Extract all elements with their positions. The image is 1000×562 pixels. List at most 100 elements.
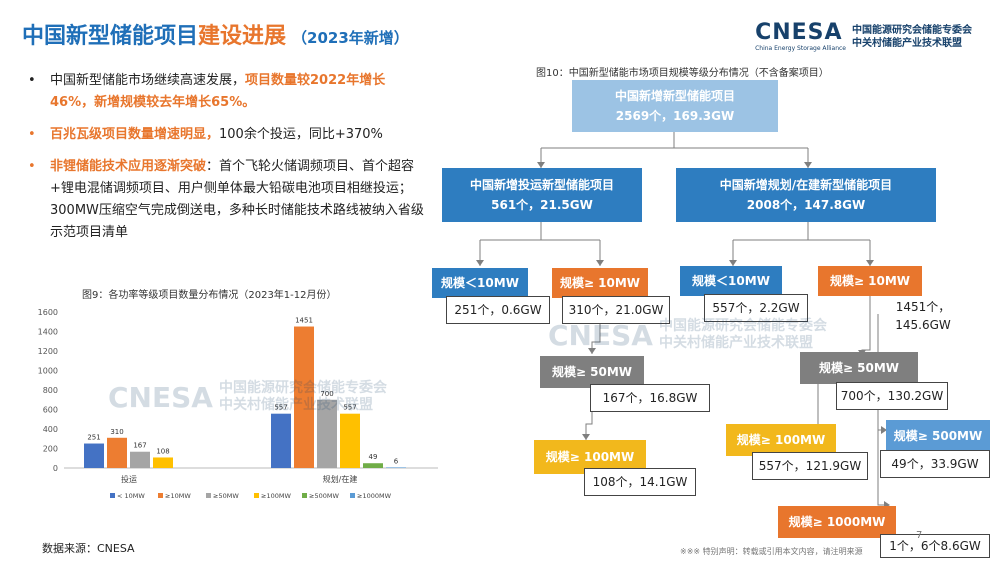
tree-op-ge10: 规模≥ 10MW (552, 268, 648, 298)
legend-entry: ≥1000MW (357, 492, 392, 500)
bullet-text: 100余个投运，同比+370% (219, 127, 383, 142)
legend-swatch (254, 493, 259, 498)
bullet-item: • 非锂储能技术应用逐渐突破：首个飞轮火储调频项目、首个超容+锂电混储调频项目、… (28, 156, 428, 244)
cnesa-logo: CNESA China Energy Storage Alliance 中国能源… (755, 20, 972, 53)
tree-pl-ge10-value: 1451个， 145.6GW (878, 294, 968, 338)
bullet-marker: • (28, 73, 36, 88)
y-tick-label: 600 (43, 406, 58, 415)
tree-pl-ge500: 规模≥ 500MW (886, 420, 990, 452)
tree-op-ge10-label: 规模≥ 10MW (559, 276, 641, 290)
bar-1-0 (271, 413, 291, 468)
tree-pl-lt10: 规模＜10MW (680, 266, 782, 296)
tree-pl-ge50: 规模≥ 50MW (800, 352, 918, 384)
tree-pl-ge100-label: 规模≥ 100MW (736, 433, 826, 447)
bar-1-4 (363, 463, 383, 468)
y-tick-label: 400 (43, 425, 58, 434)
data-label: 557 (274, 404, 287, 412)
tree-pl-ge10-label: 规模≥ 10MW (829, 274, 911, 288)
legend-swatch (302, 493, 307, 498)
tree-pl-ge50-value: 700个，130.2GW (836, 382, 948, 410)
bar-1-5 (386, 467, 406, 468)
tree-pl-ge500-value: 49个，33.9GW (880, 450, 990, 478)
legend-swatch (206, 493, 211, 498)
tree-pl-ge100: 规模≥ 100MW (726, 424, 836, 456)
chart9-title: 图9：各功率等级项目数量分布情况（2023年1-12月份） (82, 290, 337, 301)
x-category-label: 规划/在建 (323, 474, 358, 484)
data-label: 6 (394, 457, 399, 465)
data-label: 49 (369, 453, 378, 461)
bullet-text: ：首个飞轮火储调频项目、首个超容+锂电混储调频项目、用户侧单体最大铅碳电池项目相… (50, 159, 424, 240)
tree-root-label: 中国新增新型储能项目 (614, 89, 735, 103)
tree-operating-label: 中国新增投运新型储能项目 (469, 178, 614, 192)
bullet-text: 中国新型储能市场继续高速发展， (50, 73, 246, 88)
logo-sub: China Energy Storage Alliance (755, 45, 846, 52)
bullet-highlight: 项目数量较2022年增长46%，新增规模较去年增长65%。 (50, 73, 386, 110)
tree-op-ge100-label: 规模≥ 100MW (545, 450, 635, 464)
data-label: 108 (156, 447, 169, 455)
y-tick-label: 1400 (38, 328, 58, 337)
watermark: CNESA 中国能源研究会储能专委会 中关村储能产业技术联盟 (548, 318, 827, 352)
page-title: 中国新型储能项目建设进展 （2023年新增） (22, 18, 409, 50)
bar-1-2 (317, 399, 337, 468)
data-source: 数据来源：CNESA (42, 542, 135, 555)
tree-op-lt10: 规模＜10MW (432, 268, 528, 298)
bar-0-2 (130, 451, 150, 468)
data-label: 251 (87, 434, 100, 442)
legend-swatch (350, 493, 355, 498)
tree-pl-ge10-value-line2: 145.6GW (895, 318, 951, 332)
data-label: 1451 (295, 317, 313, 325)
tree-pl-ge500-label: 规模≥ 500MW (893, 429, 983, 443)
tree-pl-ge1000: 规模≥ 1000MW (778, 506, 896, 538)
tree-op-lt10-label: 规模＜10MW (441, 276, 519, 290)
tree-pl-ge1000-label: 规模≥ 1000MW (788, 515, 886, 529)
bullet-marker: • (28, 159, 36, 174)
legend-entry: < 10MW (117, 492, 145, 500)
tree-planned-value: 2008个，147.8GW (746, 198, 866, 212)
data-label: 557 (343, 404, 356, 412)
tree-operating-value: 561个，21.5GW (491, 198, 593, 212)
legend-entry: ≥100MW (261, 492, 291, 500)
tree-operating: 中国新增投运新型储能项目 561个，21.5GW (442, 168, 642, 222)
legend-entry: ≥10MW (165, 492, 191, 500)
bullet-item: • 中国新型储能市场继续高速发展，项目数量较2022年增长46%，新增规模较去年… (28, 70, 428, 114)
tree-planned: 中国新增规划/在建新型储能项目 2008个，147.8GW (676, 168, 936, 222)
legend-entry: ≥500MW (309, 492, 339, 500)
tree-pl-lt10-label: 规模＜10MW (692, 274, 770, 288)
bar-0-1 (107, 437, 127, 468)
title-main: 中国新型储能项目 (22, 24, 199, 49)
x-category-label: 投运 (121, 474, 137, 484)
tree-pl-ge50-label: 规模≥ 50MW (818, 361, 900, 375)
tree-pl-lt10-value: 557个，2.2GW (704, 294, 808, 322)
tree-pl-ge100-value: 557个，121.9GW (752, 452, 868, 480)
watermark: CNESA 中国能源研究会储能专委会 中关村储能产业技术联盟 (108, 380, 387, 414)
bullet-list: • 中国新型储能市场继续高速发展，项目数量较2022年增长46%，新增规模较去年… (28, 70, 428, 254)
title-accent: 建设进展 (198, 24, 287, 49)
chart9-bar-chart: 0 200 400 600 800 1000 1200 1400 1600 251 310 167 10… (38, 308, 438, 500)
data-label: 310 (110, 428, 123, 436)
tree-planned-label: 中国新增规划/在建新型储能项目 (719, 178, 893, 192)
legend-swatch (110, 493, 115, 498)
bullet-highlight: 非锂储能技术应用逐渐突破 (50, 159, 207, 174)
copyright-note: ※※※ 特别声明：转载或引用本文内容，请注明来源 (680, 547, 863, 556)
bar-1-3 (340, 413, 360, 468)
tree-op-ge100-value: 108个，14.1GW (584, 468, 696, 496)
title-suffix: （2023年新增） (292, 29, 409, 47)
tree-op-ge50: 规模≥ 50MW (540, 356, 644, 388)
bar-1-1 (294, 326, 314, 468)
tree-op-ge50-value: 167个，16.8GW (590, 384, 710, 412)
bullet-marker: • (28, 127, 36, 142)
page-number: 7 (916, 530, 923, 541)
y-tick-label: 200 (43, 445, 58, 454)
bar-0-0 (84, 443, 104, 468)
bullet-highlight: 百兆瓦级项目数量增速明显， (50, 127, 220, 142)
tree-pl-ge1000-value: 1个，6个8.6GW (880, 534, 990, 558)
legend-swatch (158, 493, 163, 498)
y-tick-label: 1200 (38, 347, 58, 356)
bullet-item: • 百兆瓦级项目数量增速明显，100余个投运，同比+370% (28, 124, 428, 146)
data-label: 700 (320, 390, 333, 398)
y-tick-label: 800 (43, 386, 58, 395)
y-tick-label: 1000 (38, 367, 58, 376)
legend-entry: ≥50MW (213, 492, 239, 500)
logo-word: CNESA (755, 20, 843, 45)
tree-op-lt10-value: 251个，0.6GW (446, 296, 550, 324)
